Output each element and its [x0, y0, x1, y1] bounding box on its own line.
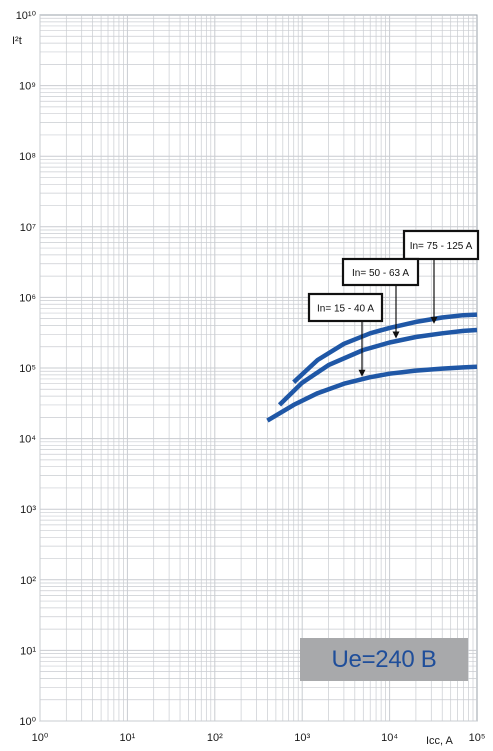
- callout-arrow-head: [358, 369, 366, 377]
- x-tick-label: 10²: [207, 732, 223, 744]
- series-line-1: [292, 312, 478, 384]
- series-line-2: [277, 327, 478, 407]
- y-tick-label: 10¹: [20, 645, 36, 657]
- x-tick-label: 10⁵: [469, 732, 486, 744]
- callout-arrow-head: [430, 316, 438, 324]
- y-tick-label: 10⁶: [19, 292, 36, 304]
- y-tick-label: 10⁸: [19, 151, 36, 163]
- callout-box: [341, 257, 420, 287]
- y-tick-label: 10⁵: [19, 363, 36, 375]
- x-tick-label: 10⁰: [32, 732, 49, 744]
- y-tick-label: 10³: [20, 504, 36, 516]
- callout-1: In= 75 - 125 A: [402, 229, 480, 324]
- x-axis-label: Icc, A: [426, 735, 454, 747]
- callout-label: In= 15 - 40 A: [317, 304, 374, 315]
- y-tick-label: 10¹⁰: [16, 10, 37, 22]
- x-tick-label: 10¹: [119, 732, 135, 744]
- y-tick-label: 10⁷: [20, 222, 36, 234]
- annotations: In= 75 - 125 A In= 50 - 63 A In= 15 - 40 A: [307, 229, 480, 377]
- y-tick-label: 10²: [20, 575, 36, 587]
- x-tick-label: 10³: [294, 732, 310, 744]
- series-line-3: [266, 364, 478, 423]
- voltage-badge: Ue=240 B: [300, 638, 468, 681]
- callout-label: In= 75 - 125 A: [410, 241, 473, 252]
- callout-3: In= 15 - 40 A: [307, 292, 384, 377]
- y-tick-label: 10⁴: [19, 434, 36, 446]
- grid: [39, 14, 478, 722]
- callout-2: In= 50 - 63 A: [341, 257, 420, 339]
- callout-box: [402, 229, 480, 261]
- y-tick-label: 10⁹: [19, 81, 36, 93]
- callout-arrow-head: [392, 331, 400, 339]
- voltage-badge-text: Ue=240 B: [331, 645, 437, 673]
- y-tick-labels: 10⁰ 10¹ 10² 10³ 10⁴ 10⁵ 10⁶ 10⁷ 10⁸ 10⁹ 10¹⁰: [16, 10, 37, 728]
- y-tick-label: 10⁰: [19, 716, 36, 728]
- callout-box: [307, 292, 384, 323]
- x-tick-label: 10⁴: [381, 732, 398, 744]
- series-layer: [266, 312, 478, 423]
- x-tick-labels: 10⁰ 10¹ 10² 10³ 10⁴ 10⁵: [32, 732, 486, 744]
- y-axis-label: I²t: [12, 35, 22, 47]
- callout-label: In= 50 - 63 A: [352, 268, 409, 279]
